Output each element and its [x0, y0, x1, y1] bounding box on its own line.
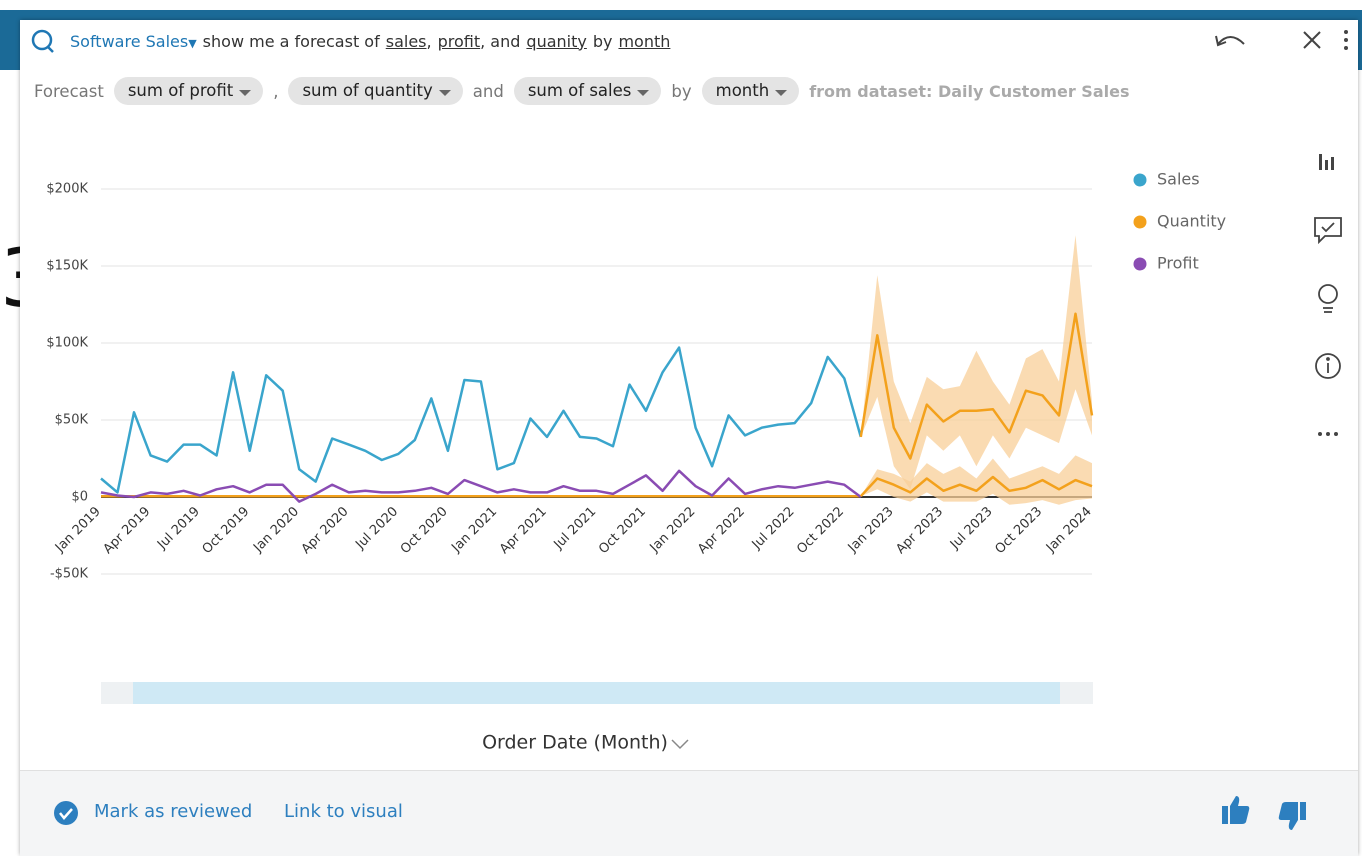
field-chip[interactable]: month	[701, 77, 800, 105]
legend-marker	[1133, 215, 1147, 229]
x-tick-label: Jan 2019	[52, 504, 104, 556]
x-tick-label: Apr 2020	[299, 504, 352, 557]
legend-marker	[1133, 257, 1147, 271]
field-chip[interactable]: sum of sales	[513, 77, 662, 105]
x-tick-label: Oct 2021	[596, 504, 649, 557]
insight-icon[interactable]	[1318, 284, 1338, 313]
legend-label: Sales	[1157, 170, 1200, 189]
forecast-line	[859, 475, 1093, 498]
x-tick-label: Apr 2022	[695, 504, 748, 557]
series-line	[100, 346, 863, 494]
info-icon[interactable]	[1315, 353, 1341, 379]
more-icon[interactable]	[1318, 432, 1338, 436]
x-tick-label: Oct 2022	[794, 504, 847, 557]
connector: ,	[273, 81, 279, 101]
query-word: month	[618, 31, 671, 51]
menu-icon[interactable]	[1344, 30, 1348, 50]
footer	[20, 770, 1358, 856]
connector: and	[472, 81, 504, 101]
y-tick-label: -$50K	[50, 567, 89, 582]
x-tick-label: Jul 2021	[551, 504, 600, 553]
x-tick-label: Oct 2023	[992, 504, 1045, 557]
query-word: sales	[385, 31, 427, 51]
close-icon[interactable]	[1303, 31, 1321, 49]
x-tick-label: Jan 2022	[647, 504, 699, 556]
interpretation: Forecast sum of profit, sum of quantity and…	[34, 75, 1129, 107]
x-tick-label: Oct 2020	[398, 504, 451, 557]
y-tick-label: $50K	[55, 413, 89, 428]
forecast-band	[860, 235, 1092, 490]
query-word: ,	[426, 31, 432, 51]
chart-type-icon[interactable]	[1319, 154, 1334, 170]
series-line	[100, 469, 862, 503]
legend-marker	[1133, 173, 1147, 187]
x-tick-label: Jan 2024	[1043, 504, 1095, 556]
connector: by	[671, 81, 692, 101]
thumbs-down-icon[interactable]	[1278, 802, 1306, 830]
x-tick-label: Apr 2019	[101, 504, 154, 557]
thumbs-up-icon[interactable]	[1222, 796, 1250, 824]
reviewed-icon[interactable]	[54, 801, 78, 825]
search-icon	[31, 29, 54, 53]
x-tick-label: Jan 2020	[250, 504, 302, 556]
query-word: profit	[437, 31, 481, 51]
query-bar[interactable]: Software Sales▼ show me a forecast of sale…	[70, 28, 670, 54]
q-panel	[20, 20, 1358, 855]
dataset-source: from dataset: Daily Customer Sales	[809, 81, 1130, 101]
field-chip[interactable]: sum of profit	[113, 77, 264, 105]
interpretation-label: Forecast	[34, 81, 104, 101]
y-tick-label: $100K	[46, 336, 88, 351]
mark-reviewed[interactable]: Mark as reviewed	[94, 801, 253, 822]
query-word: , and	[480, 31, 521, 51]
field-chip[interactable]: sum of quantity	[288, 77, 463, 105]
x-tick-label: Apr 2023	[893, 504, 946, 557]
forecast-band	[860, 455, 1092, 505]
undo-icon[interactable]	[1215, 35, 1245, 47]
x-tick-label: Jul 2023	[947, 504, 996, 553]
query-word: show me a forecast of	[202, 31, 380, 51]
x-tick-label: Jan 2021	[448, 504, 500, 556]
x-tick-label: Jan 2023	[845, 504, 897, 556]
x-tick-label: Jul 2022	[749, 504, 798, 553]
x-axis-title: Order Date (Month)	[482, 732, 668, 754]
query-word: quanity	[526, 31, 587, 51]
x-tick-label: Apr 2021	[497, 504, 550, 557]
x-tick-label: Jul 2020	[352, 504, 401, 553]
x-tick-label: Oct 2019	[200, 504, 253, 557]
y-tick-label: $150K	[46, 259, 88, 274]
legend-label: Quantity	[1157, 212, 1226, 231]
link-to-visual[interactable]: Link to visual	[284, 801, 403, 822]
scrollbar-thumb[interactable]	[133, 682, 1060, 704]
dataset-name[interactable]: Software Sales▼	[70, 31, 197, 51]
legend-label: Profit	[1157, 254, 1199, 273]
axis-dropdown-icon[interactable]	[671, 739, 689, 750]
query-word: by	[592, 31, 613, 51]
feedback-icon[interactable]	[1314, 217, 1342, 245]
x-tick-label: Jul 2019	[154, 504, 203, 553]
y-tick-label: $0	[71, 490, 88, 505]
y-tick-label: $200K	[46, 182, 88, 197]
forecast-line	[859, 312, 1094, 460]
